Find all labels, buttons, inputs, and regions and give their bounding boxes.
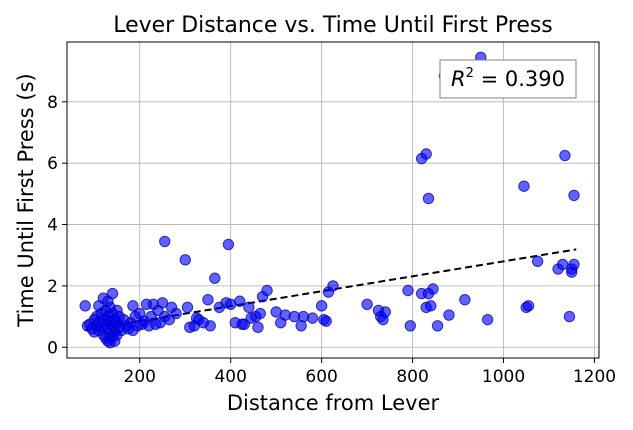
data-point bbox=[202, 294, 214, 306]
x-tick-label: 1200 bbox=[573, 367, 616, 387]
data-point bbox=[252, 321, 264, 334]
data-point bbox=[459, 294, 471, 306]
data-point bbox=[159, 235, 171, 248]
data-point bbox=[431, 320, 444, 332]
data-point bbox=[327, 280, 339, 292]
data-point bbox=[295, 320, 307, 332]
x-tick-label: 600 bbox=[305, 367, 337, 387]
annotation-text: R2 = 0.390 bbox=[451, 66, 565, 91]
data-point bbox=[563, 310, 576, 323]
data-point bbox=[522, 300, 535, 312]
data-point bbox=[559, 149, 571, 162]
data-point bbox=[156, 297, 169, 309]
y-tick-label: 2 bbox=[47, 277, 58, 297]
data-point bbox=[443, 309, 455, 321]
x-axis-ticks: 200 400 600 800 1000 1200 bbox=[124, 358, 616, 387]
data-point bbox=[243, 301, 255, 314]
data-point bbox=[181, 301, 194, 314]
y-tick-label: 8 bbox=[47, 93, 58, 113]
data-point bbox=[106, 287, 119, 300]
data-point bbox=[481, 313, 494, 326]
data-point bbox=[222, 238, 235, 251]
data-point bbox=[204, 320, 216, 332]
r-squared-annotation: R2 = 0.390 bbox=[439, 59, 577, 99]
data-point bbox=[404, 320, 416, 332]
data-point bbox=[422, 192, 435, 205]
data-point bbox=[427, 283, 439, 295]
grid bbox=[67, 42, 599, 358]
y-axis-label: Time Until First Press (s) bbox=[14, 73, 38, 327]
data-point bbox=[261, 284, 273, 297]
y-axis-ticks: 0 2 4 6 8 bbox=[47, 93, 67, 358]
data-point bbox=[209, 272, 221, 284]
data-point bbox=[568, 258, 580, 271]
scatter-points bbox=[79, 51, 580, 349]
x-axis-label: Distance from Lever bbox=[227, 391, 440, 415]
data-point bbox=[254, 307, 266, 320]
x-tick-label: 1000 bbox=[482, 367, 525, 387]
plot-frame bbox=[66, 41, 600, 359]
data-point bbox=[420, 148, 432, 160]
data-point bbox=[379, 306, 391, 318]
x-tick-label: 800 bbox=[396, 367, 428, 387]
data-point bbox=[127, 300, 139, 312]
data-point bbox=[306, 312, 319, 324]
x-tick-label: 400 bbox=[214, 367, 246, 387]
data-point bbox=[320, 315, 332, 327]
y-tick-label: 6 bbox=[47, 154, 58, 174]
y-tick-label: 0 bbox=[47, 338, 58, 358]
data-point bbox=[556, 258, 569, 271]
data-point bbox=[425, 300, 437, 312]
data-point bbox=[568, 189, 580, 202]
data-point bbox=[315, 300, 328, 312]
y-tick-label: 4 bbox=[47, 216, 58, 236]
chart-title: Lever Distance vs. Time Until First Pres… bbox=[113, 13, 553, 38]
annotation-box bbox=[439, 59, 577, 99]
data-point bbox=[234, 295, 246, 307]
data-point bbox=[518, 180, 530, 192]
data-point bbox=[170, 307, 182, 320]
data-point bbox=[402, 284, 414, 297]
data-point bbox=[179, 254, 191, 266]
data-point bbox=[361, 298, 373, 311]
data-point bbox=[79, 300, 91, 312]
x-tick-label: 200 bbox=[124, 367, 156, 387]
data-point bbox=[531, 255, 544, 268]
